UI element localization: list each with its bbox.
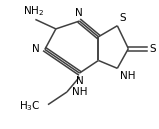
Text: NH: NH	[72, 87, 88, 97]
Text: S: S	[150, 44, 156, 54]
Text: NH$_2$: NH$_2$	[23, 4, 44, 18]
Text: N: N	[31, 44, 39, 54]
Text: S: S	[120, 13, 126, 23]
Text: H$_3$C: H$_3$C	[18, 99, 40, 113]
Text: N: N	[75, 8, 83, 18]
Text: N: N	[76, 76, 83, 86]
Text: NH: NH	[121, 71, 136, 81]
